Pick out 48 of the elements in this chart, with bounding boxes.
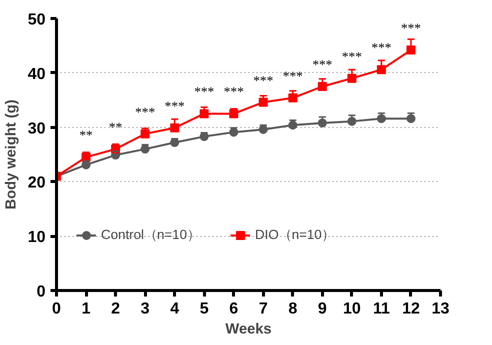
annotation: ***	[400, 20, 422, 36]
annotation: ***	[282, 68, 304, 84]
annotation: ***	[371, 40, 392, 56]
x-tick-label: 8	[288, 300, 298, 318]
point	[140, 129, 150, 138]
x-tick-label: 13	[432, 300, 450, 318]
legend-label: DIO（n=10）	[255, 226, 335, 244]
x-tick-label: 3	[140, 300, 150, 318]
annotation: ***	[342, 48, 362, 64]
y-tick-label: 40	[28, 66, 46, 83]
annotation: **	[108, 120, 123, 135]
annotation: ***	[224, 84, 244, 100]
x-tick-label: 5	[200, 300, 209, 318]
point	[170, 123, 180, 132]
x-tick-label: 6	[229, 300, 238, 318]
point	[140, 144, 150, 154]
y-tick-label: 0	[36, 284, 46, 300]
y-axis-title: Body weight (g)	[4, 99, 20, 210]
point	[406, 46, 416, 55]
x-tick-label: 10	[342, 300, 361, 318]
point	[376, 114, 386, 124]
annotation: ***	[164, 98, 185, 114]
x-tick-label: 1	[82, 300, 91, 318]
x-tick-label: 2	[111, 300, 120, 318]
point	[376, 65, 386, 74]
point	[258, 98, 268, 107]
y-tick-label: 30	[28, 120, 46, 138]
y-tick-label: 20	[28, 174, 46, 192]
x-tick-label: 9	[318, 300, 327, 318]
annotation: ***	[253, 72, 274, 88]
y-tick-label: 10	[28, 229, 46, 246]
point	[288, 93, 298, 102]
x-tick-label: 11	[372, 300, 390, 318]
x-tick-label: 12	[402, 300, 420, 318]
y-tick-label: 50	[28, 12, 46, 28]
annotation: ***	[312, 57, 333, 72]
point	[318, 82, 327, 91]
x-tick-label: 0	[52, 300, 62, 318]
point	[229, 128, 238, 137]
x-tick-label: 4	[170, 300, 180, 318]
x-axis-title: Weeks	[225, 322, 272, 338]
annotation: ***	[194, 84, 215, 100]
point	[200, 109, 209, 118]
legend-label: Control（n=10）	[101, 226, 200, 244]
annotation: **	[79, 128, 94, 143]
x-tick-label: 7	[258, 300, 268, 318]
point	[347, 74, 356, 83]
annotation: ***	[135, 104, 156, 120]
